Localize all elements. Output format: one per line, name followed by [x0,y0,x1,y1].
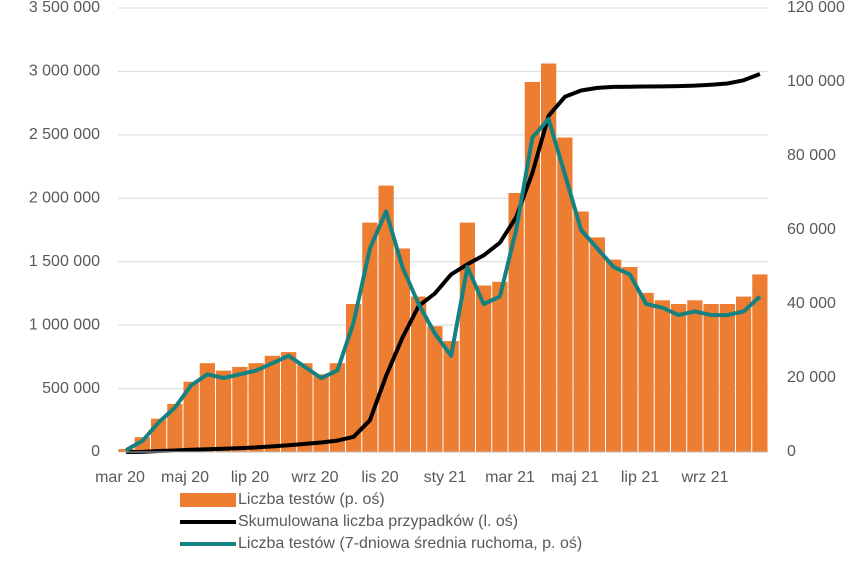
y2-tick-label: 80 000 [787,147,836,164]
bar [687,300,703,452]
bar [476,285,492,452]
bar [492,281,508,452]
bar [167,403,183,452]
y2-tick-label: 0 [787,443,796,460]
bar [671,304,687,452]
bar [216,370,232,452]
x-tick-label: lis 20 [361,469,398,486]
y-tick-label: 3 500 000 [29,0,100,16]
bar [654,300,670,452]
bar [346,304,362,452]
bar [248,363,264,452]
bar [232,366,248,452]
x-tick-label: sty 21 [424,469,467,486]
x-tick-label: mar 20 [95,469,145,486]
bar [573,211,589,452]
legend-label: Liczba testów (p. oś) [238,491,385,508]
bar [736,296,752,452]
bar [752,274,768,452]
bar [394,248,410,452]
bar [313,374,329,452]
bar [329,363,345,452]
y-tick-label: 500 000 [42,380,100,397]
y-tick-label: 2 000 000 [29,190,100,207]
bar [622,267,638,452]
bar [589,237,605,452]
line [126,72,761,454]
y2-tick-label: 120 000 [787,0,845,16]
y2-tick-label: 60 000 [787,221,836,238]
x-tick-label: lip 20 [231,469,269,486]
bar [541,63,557,452]
bar [427,326,443,452]
bar [264,355,280,452]
bar [411,296,427,452]
line [125,117,762,452]
y2-tick-label: 40 000 [787,295,836,312]
bar [443,341,459,452]
bar [459,222,475,452]
bar [508,193,524,452]
x-tick-label: mar 21 [485,469,535,486]
bar [703,304,719,452]
x-tick-label: lip 21 [621,469,659,486]
x-tick-label: wrz 20 [290,469,338,486]
bar [606,259,622,452]
y-tick-label: 1 500 000 [29,253,100,270]
bar [719,304,735,452]
legend-swatch [180,493,236,507]
y2-tick-label: 20 000 [787,369,836,386]
x-tick-label: wrz 21 [680,469,728,486]
bar [557,137,573,452]
bar [524,82,540,452]
y2-tick-label: 100 000 [787,73,845,90]
x-tick-label: maj 21 [551,469,599,486]
y-tick-label: 0 [91,443,100,460]
y-tick-label: 1 000 000 [29,316,100,333]
legend-label: Skumulowana liczba przypadków (l. oś) [238,513,518,530]
legend-label: Liczba testów (7-dniowa średnia ruchoma,… [238,535,582,552]
bar [362,222,378,452]
bar [199,363,215,452]
y-tick-label: 2 500 000 [29,126,100,143]
bar [281,352,297,452]
bar [297,363,313,452]
x-tick-label: maj 20 [161,469,209,486]
bar [638,292,654,452]
y-tick-label: 3 000 000 [29,63,100,80]
bar [183,381,199,452]
